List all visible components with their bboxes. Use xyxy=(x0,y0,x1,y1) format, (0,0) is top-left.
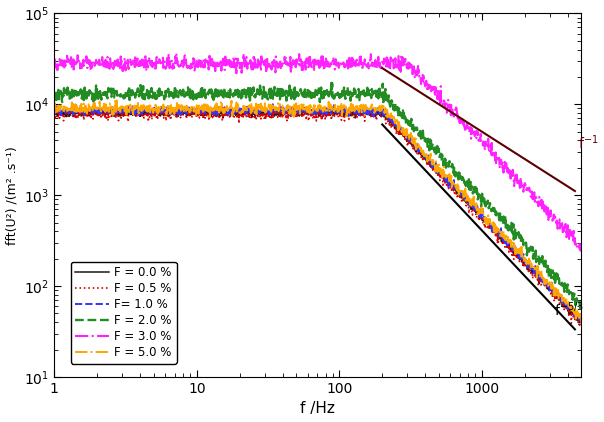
F = 5.0 % xyxy=(51,107,58,112)
F= 1.0 % xyxy=(228,108,236,113)
F = 3.0 % xyxy=(140,58,147,63)
F = 0.0 % xyxy=(328,111,335,116)
Line: F = 0.0 %: F = 0.0 % xyxy=(54,108,582,322)
Text: f$^{-5/3}$: f$^{-5/3}$ xyxy=(554,300,584,319)
F = 0.5 % xyxy=(233,103,240,108)
F = 2.0 % xyxy=(339,92,346,97)
F = 5.0 % xyxy=(113,98,120,103)
F = 3.0 % xyxy=(339,64,346,69)
F = 0.0 % xyxy=(578,319,585,325)
F = 3.0 % xyxy=(229,60,236,65)
Line: F = 2.0 %: F = 2.0 % xyxy=(54,83,582,308)
Y-axis label: fft(U²) /(m² .s⁻¹): fft(U²) /(m² .s⁻¹) xyxy=(5,146,19,245)
F = 3.0 % xyxy=(173,51,180,56)
F = 5.0 % xyxy=(229,113,236,118)
F = 2.0 % xyxy=(328,89,335,94)
F = 3.0 % xyxy=(578,246,585,251)
Line: F = 3.0 %: F = 3.0 % xyxy=(54,54,582,251)
F = 0.0 % xyxy=(339,109,346,114)
F = 5.0 % xyxy=(121,108,128,114)
F = 5.0 % xyxy=(578,321,585,326)
F = 5.0 % xyxy=(339,110,346,115)
Text: f$^{-1}$: f$^{-1}$ xyxy=(577,133,598,152)
F = 0.0 % xyxy=(140,113,147,118)
F = 2.0 % xyxy=(51,94,58,99)
F= 1.0 % xyxy=(577,319,584,325)
F = 5.0 % xyxy=(280,111,287,116)
F = 3.0 % xyxy=(121,60,128,65)
F = 0.5 % xyxy=(578,320,585,325)
F = 0.5 % xyxy=(280,113,287,118)
F = 3.0 % xyxy=(51,61,58,66)
F = 0.5 % xyxy=(339,112,346,117)
F = 2.0 % xyxy=(121,90,128,95)
F = 0.0 % xyxy=(229,113,236,118)
F = 2.0 % xyxy=(578,302,585,307)
F = 2.0 % xyxy=(576,306,583,311)
F = 0.5 % xyxy=(140,111,147,116)
F = 2.0 % xyxy=(327,80,335,85)
X-axis label: f /Hz: f /Hz xyxy=(300,401,335,417)
F = 0.0 % xyxy=(190,106,197,111)
F = 2.0 % xyxy=(140,84,147,89)
F = 0.0 % xyxy=(576,320,583,325)
F = 0.0 % xyxy=(51,108,58,113)
F = 0.5 % xyxy=(228,111,236,116)
F = 2.0 % xyxy=(228,93,236,98)
F = 0.5 % xyxy=(328,116,335,121)
F= 1.0 % xyxy=(327,107,335,112)
F = 3.0 % xyxy=(328,62,335,68)
F= 1.0 % xyxy=(140,109,147,114)
F = 0.5 % xyxy=(121,112,128,117)
F = 5.0 % xyxy=(328,108,335,113)
F = 0.0 % xyxy=(280,108,287,113)
F = 0.5 % xyxy=(51,110,58,115)
Line: F = 0.5 %: F = 0.5 % xyxy=(54,106,582,325)
F= 1.0 % xyxy=(339,111,346,116)
Legend: F = 0.0 %, F = 0.5 %, F= 1.0 %, F = 2.0 %, F = 3.0 %, F = 5.0 %: F = 0.0 %, F = 0.5 %, F= 1.0 %, F = 2.0 … xyxy=(71,262,177,364)
F = 2.0 % xyxy=(279,87,286,92)
F= 1.0 % xyxy=(341,101,348,106)
F = 0.5 % xyxy=(576,323,583,328)
F = 3.0 % xyxy=(280,58,287,63)
F = 3.0 % xyxy=(577,248,584,253)
F= 1.0 % xyxy=(279,109,286,114)
F = 0.0 % xyxy=(121,109,128,114)
F= 1.0 % xyxy=(121,107,128,112)
Line: F = 5.0 %: F = 5.0 % xyxy=(54,100,582,323)
Line: F= 1.0 %: F= 1.0 % xyxy=(54,104,582,322)
F= 1.0 % xyxy=(578,317,585,322)
F = 5.0 % xyxy=(140,103,147,108)
F= 1.0 % xyxy=(51,113,58,118)
